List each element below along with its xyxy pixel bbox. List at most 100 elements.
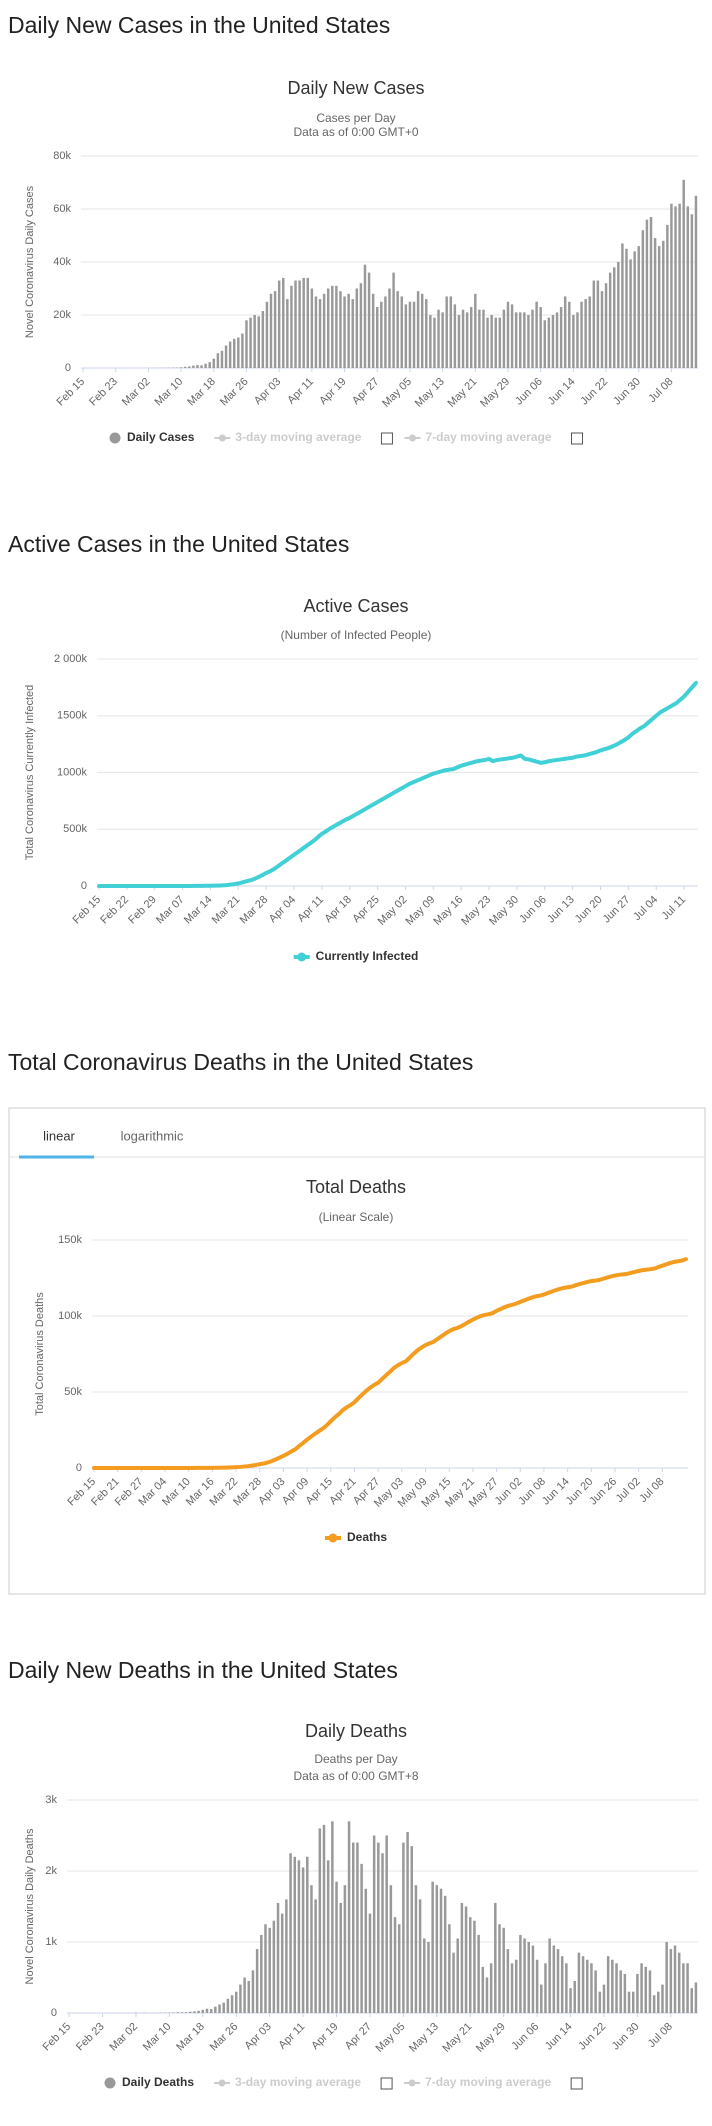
- bar: [540, 1984, 543, 2013]
- bar: [228, 341, 232, 368]
- bar: [302, 277, 305, 368]
- bar: [531, 309, 534, 368]
- bar: [568, 301, 571, 368]
- bar: [637, 246, 640, 368]
- bar: [441, 312, 444, 368]
- legend-checkbox[interactable]: [571, 432, 584, 445]
- bar: [666, 224, 669, 368]
- bar: [590, 1963, 593, 2013]
- legend-label[interactable]: 3-day moving average: [235, 2075, 361, 2089]
- x-tick-label: Jun 27: [601, 894, 633, 926]
- x-tick-label: Jun 30: [611, 376, 643, 408]
- bar: [272, 1920, 276, 2013]
- bar: [548, 1938, 551, 2013]
- bar: [580, 301, 583, 368]
- x-tick-label: Mar 18: [174, 2021, 207, 2054]
- bar: [552, 1945, 556, 2013]
- bar: [573, 1981, 576, 2013]
- x-tick-label: May 29: [478, 376, 512, 410]
- line-series: [91, 1257, 689, 1470]
- bar: [563, 296, 567, 368]
- bar: [188, 366, 191, 368]
- bar: [613, 267, 616, 368]
- bar: [652, 1995, 656, 2013]
- bar: [657, 246, 661, 368]
- bar: [318, 299, 322, 368]
- y-tick-label: 2 000k: [54, 653, 88, 665]
- bar: [293, 1856, 296, 2013]
- y-tick-label: 0: [65, 362, 71, 374]
- legend-label[interactable]: Daily Cases: [127, 430, 195, 444]
- bar: [251, 1970, 255, 2013]
- bar: [314, 296, 318, 368]
- legend-checkbox[interactable]: [380, 2077, 393, 2090]
- bar: [694, 195, 698, 368]
- bar: [649, 216, 653, 368]
- legend-label[interactable]: 7-day moving average: [425, 2075, 551, 2089]
- bar: [431, 1881, 434, 2013]
- y-tick-label: 500k: [63, 823, 87, 835]
- chart-title: Active Cases: [303, 596, 408, 616]
- bar: [596, 280, 600, 368]
- x-tick-label: Apr 03: [242, 2021, 273, 2052]
- bar: [482, 309, 485, 368]
- x-tick-label: May 16: [431, 894, 465, 928]
- bar: [297, 1860, 301, 2013]
- bar: [189, 2011, 192, 2013]
- bar: [384, 296, 387, 368]
- legend-label[interactable]: 3-day moving average: [235, 430, 361, 444]
- bar: [331, 285, 334, 368]
- bar: [433, 317, 436, 368]
- legend-marker: [218, 434, 226, 442]
- bar: [539, 307, 542, 368]
- legend-label[interactable]: Deaths: [347, 1530, 387, 1544]
- bar: [351, 1842, 355, 2013]
- bar: [343, 296, 346, 368]
- legend-label[interactable]: 7-day moving average: [425, 430, 551, 444]
- bar: [261, 311, 265, 368]
- bar: [437, 309, 440, 368]
- bar: [420, 293, 424, 368]
- bar: [527, 315, 530, 368]
- bar: [627, 1991, 631, 2013]
- section-heading: Total Coronavirus Deaths in the United S…: [8, 1049, 473, 1075]
- bar: [416, 291, 420, 368]
- bar: [222, 2002, 225, 2013]
- bar: [686, 1963, 689, 2013]
- x-tick-label: May 05: [374, 2021, 408, 2055]
- bar: [290, 285, 293, 368]
- y-axis-label: Novel Coronavirus Daily Deaths: [24, 1828, 36, 1984]
- bar: [310, 288, 314, 368]
- bar: [682, 179, 685, 368]
- bar: [429, 315, 432, 368]
- tab[interactable]: logarithmic: [121, 1128, 184, 1143]
- bar: [216, 353, 220, 368]
- legend-label[interactable]: Daily Deaths: [122, 2075, 194, 2089]
- bar: [335, 1881, 338, 2013]
- bar: [282, 277, 285, 368]
- bar: [372, 1835, 376, 2013]
- x-tick-label: Mar 18: [185, 376, 218, 409]
- legend-checkbox[interactable]: [570, 2077, 583, 2090]
- x-tick-label: Mar 26: [208, 2021, 241, 2054]
- legend-checkbox[interactable]: [380, 432, 393, 445]
- tab[interactable]: linear: [43, 1128, 75, 1143]
- legend-label[interactable]: Currently Infected: [316, 949, 419, 963]
- y-tick-label: 50k: [64, 1386, 82, 1398]
- bar: [456, 1938, 459, 2013]
- bar: [523, 1938, 526, 2013]
- bar: [322, 293, 326, 368]
- bar: [331, 1821, 334, 2013]
- x-tick-label: Apr 27: [343, 2021, 374, 2052]
- bar: [547, 317, 551, 368]
- bar: [249, 317, 252, 368]
- bar: [674, 206, 677, 368]
- bar: [510, 1963, 514, 2013]
- bar: [172, 2012, 175, 2013]
- bar: [184, 2012, 188, 2013]
- bar: [255, 1949, 259, 2013]
- bar: [335, 285, 338, 368]
- chart-subtitle: Data as of 0:00 GMT+8: [293, 1769, 418, 1783]
- y-axis-label: Novel Coronavirus Daily Cases: [24, 185, 36, 338]
